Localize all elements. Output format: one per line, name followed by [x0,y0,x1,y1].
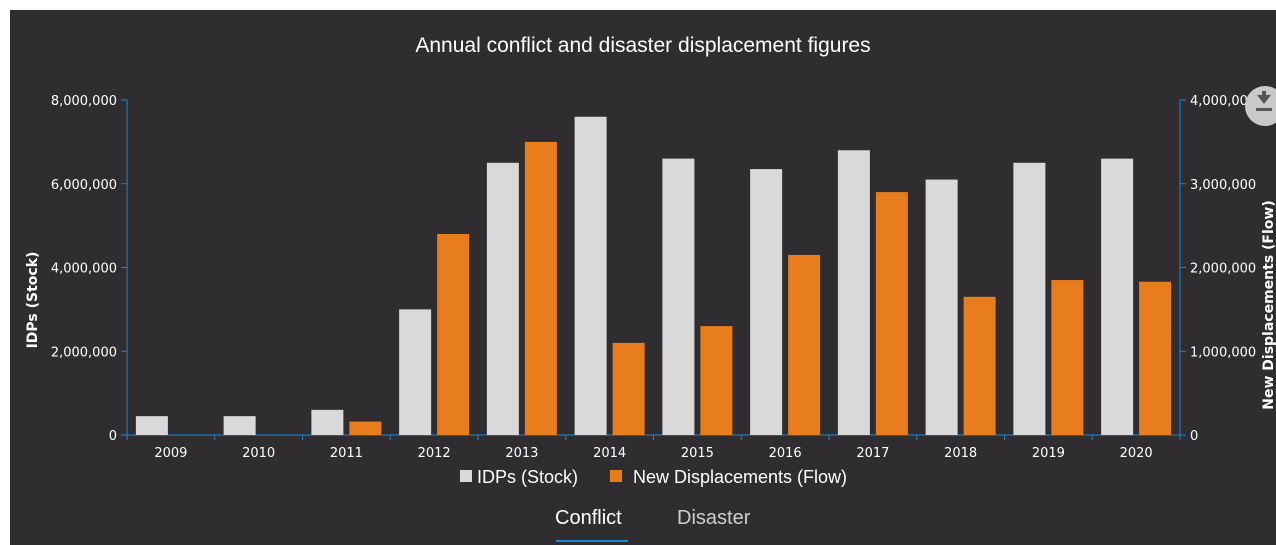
bar-flow-2012 [437,234,470,435]
chart-panel: Annual conflict and disaster displacemen… [10,10,1276,545]
y-right-ticks: 0 1,000,000 2,000,000 3,000,000 4,000,000 [1180,94,1256,444]
legend: IDPs (Stock) New Displacements (Flow) [460,467,847,487]
y-right-tick-label: 2,000,000 [1190,262,1256,277]
x-tick-label: 2015 [681,446,714,461]
bar-stock-2020 [1101,158,1134,435]
x-tick-label: 2012 [418,446,451,461]
download-icon [1262,91,1266,97]
download-button[interactable] [1245,86,1276,126]
y-right-tick-label: 4,000,000 [1190,94,1256,109]
legend-label-flow: New Displacements (Flow) [633,467,847,487]
bar-flow-2020 [1139,281,1172,435]
bar-stock-2012 [399,309,432,435]
bar-flow-2014 [612,342,645,435]
x-tick-label: 2018 [944,446,977,461]
bar-stock-2016 [750,169,783,435]
x-tick-label: 2016 [769,446,802,461]
x-tick-label: 2011 [330,446,363,461]
bar-stock-2015 [662,158,695,435]
x-tick-label: 2009 [154,446,187,461]
chart-title: Annual conflict and disaster displacemen… [415,34,870,57]
y-left-tick-label: 0 [109,429,117,444]
download-arrow [1257,95,1271,104]
y-axis-right-label: New Displacements (Flow) [1261,200,1276,410]
bar-stock-2019 [1013,162,1046,435]
y-left-tick-label: 4,000,000 [51,262,117,277]
x-tick-label: 2014 [593,446,626,461]
bar-stock-2009 [135,416,168,435]
bar-flow-2017 [875,192,908,435]
download-tray [1256,108,1272,111]
legend-swatch-stock [460,470,472,482]
y-left-tick-label: 6,000,000 [51,178,117,193]
bar-flow-2011 [349,421,382,435]
x-ticks: 2009 2010 2011 2012 2013 2014 2015 2016 2017 2018… [126,435,1181,461]
bar-stock-2017 [837,150,870,435]
bar-flow-2015 [700,326,733,435]
bar-stock-2011 [311,409,344,435]
bar-stock-2010 [223,416,256,435]
y-left-ticks: 0 2,000,000 4,000,000 6,000,000 8,000,000 [51,94,127,444]
x-tick-label: 2017 [856,446,889,461]
bar-flow-2016 [788,254,821,435]
bars [135,116,1172,435]
x-tick-label: 2010 [242,446,275,461]
bar-flow-2018 [963,296,996,435]
y-right-tick-label: 3,000,000 [1190,178,1256,193]
bar-stock-2018 [925,179,958,435]
bar-stock-2013 [486,162,519,435]
bar-stock-2014 [574,116,607,435]
displacement-chart: Annual conflict and disaster displacemen… [25,34,1276,487]
x-tick-label: 2019 [1032,446,1065,461]
y-left-tick-label: 8,000,000 [51,94,117,109]
x-tick-label: 2020 [1120,446,1153,461]
x-tick-label: 2013 [505,446,538,461]
bar-flow-2013 [524,141,557,435]
tab-conflict[interactable]: Conflict [555,507,622,529]
legend-swatch-flow [610,470,622,482]
y-right-tick-label: 1,000,000 [1190,345,1256,360]
y-right-tick-label: 0 [1190,429,1198,444]
active-tab-indicator [556,540,628,542]
legend-label-stock: IDPs (Stock) [477,467,578,487]
y-left-tick-label: 2,000,000 [51,345,117,360]
bar-flow-2019 [1051,280,1084,435]
y-axis-left-label: IDPs (Stock) [25,252,41,349]
tab-disaster[interactable]: Disaster [677,507,751,529]
